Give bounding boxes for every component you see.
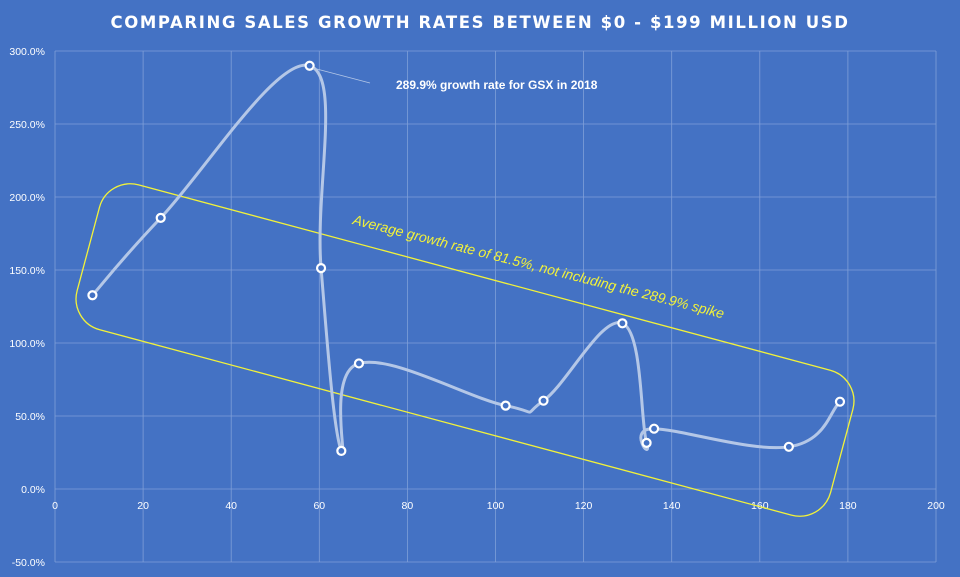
data-point bbox=[500, 400, 511, 411]
data-point bbox=[353, 358, 365, 369]
x-tick-label: 20 bbox=[137, 500, 149, 512]
data-point bbox=[641, 437, 652, 448]
data-point bbox=[648, 423, 660, 434]
gridlines bbox=[54, 50, 937, 563]
y-tick-label: 0.0% bbox=[21, 484, 45, 496]
series-line bbox=[90, 63, 842, 455]
x-tick-label: 140 bbox=[663, 500, 681, 512]
data-point bbox=[336, 445, 347, 456]
y-tick-label: 50.0% bbox=[15, 411, 45, 423]
data-point bbox=[538, 395, 549, 406]
data-point bbox=[315, 263, 327, 274]
average-highlight-box bbox=[75, 183, 855, 517]
data-point bbox=[304, 60, 315, 71]
average-note: Average growth rate of 81.5%, not includ… bbox=[350, 211, 726, 321]
callout-leader-line bbox=[312, 67, 371, 84]
x-tick-label: 40 bbox=[225, 500, 237, 512]
data-point bbox=[783, 441, 794, 452]
x-tick-label: 120 bbox=[575, 500, 593, 512]
x-axis-ticks: 0 20 40 60 80 100 120 140 160 180 200 bbox=[52, 500, 945, 512]
data-point bbox=[155, 212, 166, 223]
y-tick-label: 150.0% bbox=[9, 265, 45, 277]
y-tick-label: -50.0% bbox=[12, 557, 45, 569]
x-tick-label: 200 bbox=[927, 500, 945, 512]
data-point bbox=[617, 318, 628, 329]
x-tick-label: 180 bbox=[839, 500, 857, 512]
series-markers bbox=[87, 60, 846, 456]
spike-callout: 289.9% growth rate for GSX in 2018 bbox=[396, 78, 598, 92]
y-axis-ticks: -50.0% 0.0% 50.0% 100.0% 150.0% 200.0% 250.0% 3… bbox=[9, 46, 45, 569]
x-tick-label: 100 bbox=[487, 500, 505, 512]
chart-title: COMPARING SALES GROWTH RATES BETWEEN $0 … bbox=[111, 13, 850, 32]
data-point bbox=[834, 396, 846, 407]
y-tick-label: 250.0% bbox=[9, 119, 45, 131]
y-tick-label: 300.0% bbox=[9, 46, 45, 58]
data-point bbox=[87, 290, 98, 301]
x-tick-label: 0 bbox=[52, 500, 58, 512]
y-tick-label: 200.0% bbox=[9, 192, 45, 204]
x-tick-label: 80 bbox=[402, 500, 414, 512]
x-tick-label: 60 bbox=[313, 500, 325, 512]
y-tick-label: 100.0% bbox=[9, 338, 45, 350]
